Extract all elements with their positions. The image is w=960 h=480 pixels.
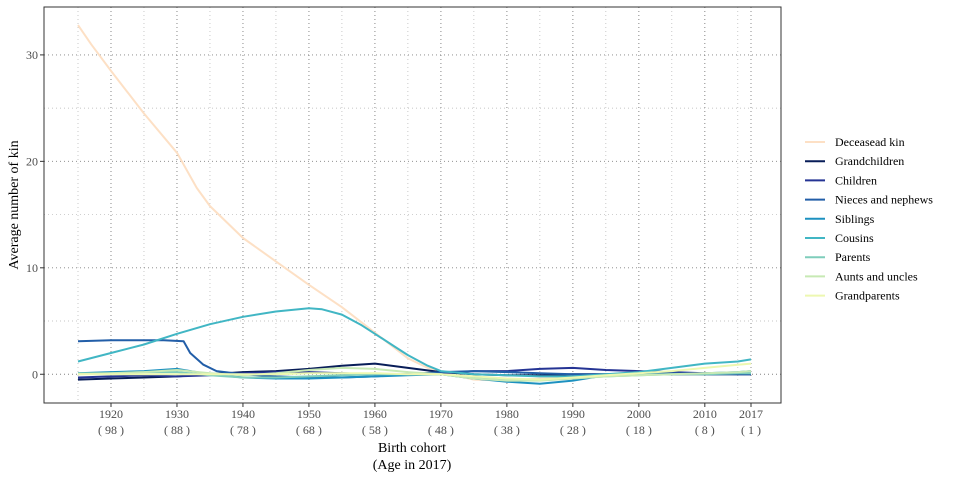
legend-label: Nieces and nephews [835,193,933,207]
x-tick-label: 1930 [165,407,189,421]
x-tick-sublabel: ( 68 ) [296,423,322,437]
x-tick-label: 1920 [99,407,123,421]
series-line-grandparents [78,362,752,381]
x-tick-label: 2010 [693,407,717,421]
legend-label: Deceasead kin [835,135,905,149]
x-tick-sublabel: ( 38 ) [494,423,520,437]
x-tick-label: 2000 [627,407,651,421]
y-tick-label: 20 [26,154,38,168]
series-line-deceasead-kin [77,24,751,382]
x-tick-sublabel: ( 28 ) [560,423,586,437]
grid-lines [44,7,781,403]
x-tick-sublabel: ( 48 ) [428,423,454,437]
x-tick-sublabel: ( 1 ) [741,423,761,437]
x-tick-sublabel: ( 78 ) [230,423,256,437]
legend-label: Grandchildren [835,154,904,168]
x-tick-label: 1970 [429,407,453,421]
legend-label: Grandparents [835,289,900,303]
legend-label: Parents [835,250,871,264]
series-line-aunts-and-uncles [77,366,752,382]
x-tick-sublabel: ( 8 ) [695,423,715,437]
series-lines [77,24,752,385]
x-tick-label: 1950 [297,407,321,421]
series-line-cousins [77,307,752,378]
plot-panel-border [43,6,782,404]
y-axis-ticks: 0 10 20 30 [26,48,44,381]
y-tick-label: 0 [32,367,38,381]
x-tick-sublabel: ( 98 ) [98,423,124,437]
x-tick-label: 2017 [739,407,763,421]
x-tick-sublabel: ( 88 ) [164,423,190,437]
y-axis-title: Average number of kin [7,140,22,269]
x-tick-label: 1960 [363,407,387,421]
x-tick-sublabel: ( 58 ) [362,423,388,437]
legend-label: Siblings [835,212,875,226]
x-axis-ticks: 1920 ( 98 ) 1930 ( 88 ) 1940 ( 78 ) 1950 ( 68 )… [98,403,763,437]
x-tick-sublabel: ( 18 ) [626,423,652,437]
legend-label: Cousins [835,231,874,245]
legend-label: Aunts and uncles [835,269,918,283]
x-tick-label: 1980 [495,407,519,421]
legend: Deceasead kin Grandchildren Children Nieces… [805,135,933,303]
y-tick-label: 30 [26,48,38,62]
y-tick-label: 10 [26,261,38,275]
legend-label: Children [835,173,877,187]
x-axis-subtitle: (Age in 2017) [373,458,452,473]
x-tick-label: 1990 [561,407,585,421]
x-axis-title: Birth cohort [378,441,446,456]
x-tick-label: 1940 [231,407,255,421]
